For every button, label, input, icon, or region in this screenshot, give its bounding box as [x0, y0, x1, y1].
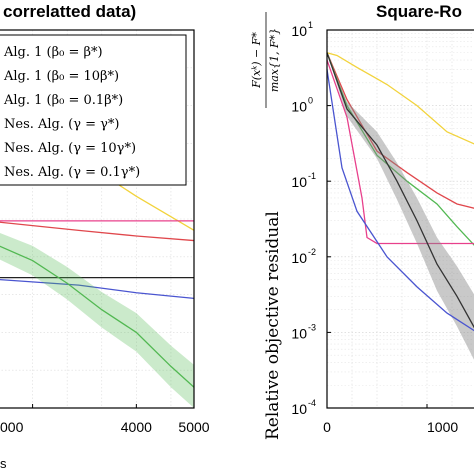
- right-y-label-numerator: F(xᵏ) − F*: [250, 32, 263, 89]
- right-y-axis-label: Relative objective residual: [263, 211, 283, 440]
- right-y-tick-exponent: 0: [308, 96, 313, 106]
- right-series-line: [326, 52, 474, 246]
- right-series-line: [326, 59, 474, 245]
- right-grid: [327, 30, 474, 409]
- legend-box: [0, 34, 187, 186]
- right-y-tick-label: 10: [291, 401, 307, 417]
- right-y-tick-exponent: -3: [308, 322, 316, 332]
- right-y-tick-exponent: -1: [308, 171, 316, 181]
- legend: Alg. 1 (β₀ = β*) Alg. 1 (β₀ = 10β*) Alg.…: [0, 34, 187, 186]
- right-series-line: [326, 52, 474, 209]
- right-y-tick-label: 10: [291, 174, 307, 190]
- left-series-line: [0, 221, 195, 242]
- left-series-group: [0, 124, 195, 408]
- right-y-tick-exponent: -2: [308, 247, 316, 257]
- left-x-tick-label: 4000: [121, 419, 152, 435]
- right-y-tick-label: 10: [291, 325, 307, 341]
- right-series-line: [326, 52, 474, 329]
- left-chart: correlatted data) 000 4000 5000 s Alg. 1 (…: [0, 2, 210, 471]
- legend-entry: Nes. Alg. (γ = 10γ*): [4, 141, 136, 156]
- right-y-label-denominator: max{1, F*}: [268, 28, 281, 92]
- right-y-tick-label: 10: [291, 99, 307, 115]
- legend-entry: Nes. Alg. (γ = 0.1γ*): [4, 165, 140, 180]
- right-series-line: [326, 69, 474, 332]
- right-y-tick-label: 10: [291, 250, 307, 266]
- right-y-tick-exponent: -4: [308, 398, 316, 408]
- left-x-tick-label: 000: [0, 419, 24, 435]
- right-y-tick-exponent: 1: [308, 20, 313, 30]
- left-series-line: [0, 278, 195, 300]
- right-axes-frame: [326, 29, 474, 409]
- right-x-tick-label: 1000: [427, 419, 458, 435]
- left-x-ticks: 000 4000 5000: [0, 404, 210, 435]
- legend-entry: Alg. 1 (β₀ = β*): [3, 45, 103, 60]
- right-series-group: [326, 52, 474, 360]
- legend-entry: Nes. Alg. (γ = γ*): [4, 117, 119, 132]
- right-y-tick-label: 10: [291, 23, 307, 39]
- left-series-line: [0, 245, 195, 388]
- right-chart: Square-Ro Relative objective residual F(…: [250, 2, 474, 440]
- left-minor-label: s: [0, 456, 7, 471]
- right-x-tick-label: 0: [323, 419, 331, 435]
- right-y-label: Relative objective residual F(xᵏ) − F* m…: [250, 12, 283, 440]
- right-series-line: [326, 52, 474, 145]
- left-axes-frame: [0, 29, 195, 409]
- legend-entry: Alg. 1 (β₀ = 10β*): [3, 69, 119, 84]
- right-chart-title: Square-Ro: [376, 2, 462, 21]
- left-x-tick-label: 5000: [178, 419, 209, 435]
- left-series-band: [0, 233, 194, 408]
- legend-entry: Alg. 1 (β₀ = 0.1β*): [3, 93, 123, 108]
- left-chart-title: correlatted data): [3, 2, 136, 21]
- right-x-ticks: 0 1000: [323, 404, 458, 435]
